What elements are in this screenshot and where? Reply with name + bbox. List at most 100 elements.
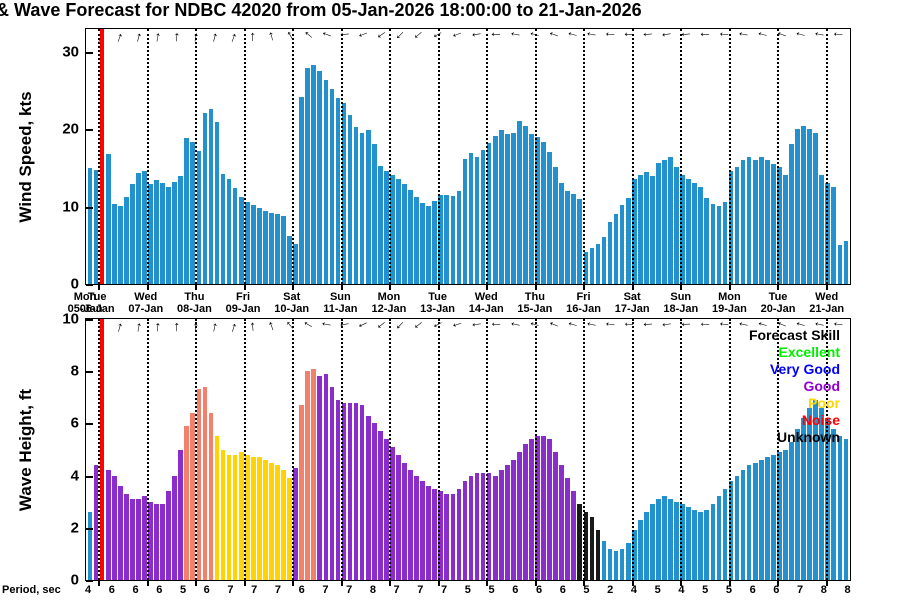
wave-bar [843,439,849,580]
wind-bar [359,132,365,284]
wave-bar [238,452,244,580]
wave-bar [547,439,552,580]
x-tick-mark [825,580,828,586]
day-label: Wed 14-Jan [469,291,504,315]
day-gridline [243,319,246,580]
wave-bar [498,470,504,580]
day-date: 14-Jan [468,303,504,315]
wave-direction-arrow: → [429,316,450,338]
wave-bar [456,488,462,580]
x-tick-mark [631,580,634,586]
wind-bar [136,172,141,284]
wind-bar [656,163,661,284]
wind-bar [123,196,129,284]
wave-direction-arrow: → [88,317,108,337]
day-date: 15-Jan [517,303,553,315]
wave-bar [734,475,740,580]
wave-bar [770,454,776,580]
wave-direction-arrow: → [525,317,544,337]
day-name: Sun [329,291,351,303]
day-gridline [728,319,731,580]
wave-direction-arrow: → [506,317,524,337]
wave-bars [87,319,849,580]
day-date: 05-Jan [67,303,103,315]
wind-direction-arrow: → [734,27,752,47]
wind-bar [752,159,758,284]
wave-bar [510,459,516,580]
wave-direction-arrow: → [184,319,202,335]
wave-bar [565,478,571,580]
period-value: 6 [535,584,543,596]
day-label: Fri 09-Jan [226,291,261,315]
wave-bar [208,412,214,580]
day-gridline [486,319,489,580]
day-name: Tue [428,291,447,303]
period-value: 7 [251,584,258,596]
day-date: 21-Jan [809,303,845,315]
wind-bar [281,216,286,284]
period-value: 5 [583,584,590,596]
day-date: 08-Jan [176,303,212,315]
wave-bar [764,457,770,580]
wind-direction-arrow: → [202,28,222,46]
wave-bar [293,467,298,580]
wind-bar [202,113,208,284]
wave-direction-arrow: → [449,317,468,337]
day-label: Mon 19-Jan [712,291,747,315]
wind-bar [287,236,292,284]
wave-direction-arrow: → [107,318,127,336]
wind-bar [160,182,165,284]
day-gridline [195,29,198,284]
wave-bar [414,475,419,580]
wave-bar [383,439,389,580]
wave-bar [837,436,843,580]
wind-bar [480,149,486,284]
wind-direction-arrow: → [354,27,373,47]
wind-bar [444,195,450,284]
wave-direction-arrow: → [146,319,164,335]
period-value: 7 [322,584,329,596]
wind-bar [674,167,679,284]
x-tick-mark [195,284,198,290]
wind-bar [329,89,335,284]
wind-bar [154,180,159,284]
x-tick-mark [680,284,683,290]
wind-bar [335,97,341,284]
wave-bar [517,452,522,580]
wave-bar [492,475,498,580]
wave-bar [740,470,746,580]
wind-bar [819,175,825,284]
day-date: 07-Jan [128,303,164,315]
x-tick-mark [486,284,489,290]
wave-bar [105,470,111,580]
wave-bar [117,486,123,580]
wave-bar [123,493,129,580]
x-tick-mark [631,284,634,290]
wind-direction-arrows: → → → → → → → → → → → → → → → → → → → → → → → → → → → → → → → → → → → → → → → → [88,26,846,47]
wind-direction-arrow: → [753,27,771,47]
wind-direction-arrow: → [791,27,809,47]
day-name: Mon [718,291,741,303]
wind-bar [293,243,298,284]
wave-bar [299,405,304,580]
wind-bar [625,198,631,284]
wind-bar [426,205,431,284]
wind-bar [559,182,565,284]
wave-bar [529,439,534,580]
y-tick-mark [86,129,93,132]
period-value: 4 [630,584,638,596]
wave-bar [450,493,456,580]
wave-bar [577,504,583,580]
wind-bar [813,133,818,284]
wind-bars [87,29,849,284]
day-label: Tue 20-Jan [761,291,796,315]
period-value: 5 [488,584,495,596]
wind-bar [377,165,383,284]
wave-direction-arrow: → [469,318,486,336]
wind-direction-arrow: → [507,27,524,47]
day-label: Fri 16-Jan [566,291,601,315]
wave-direction-arrows: → → → → → → → → → → → → → → → → → → → → → → → → → → → → → → → → → → → → → → → → [88,316,846,338]
day-name: Tue [768,291,788,303]
wind-direction-arrow: → [563,27,582,47]
wave-bar [686,506,691,580]
